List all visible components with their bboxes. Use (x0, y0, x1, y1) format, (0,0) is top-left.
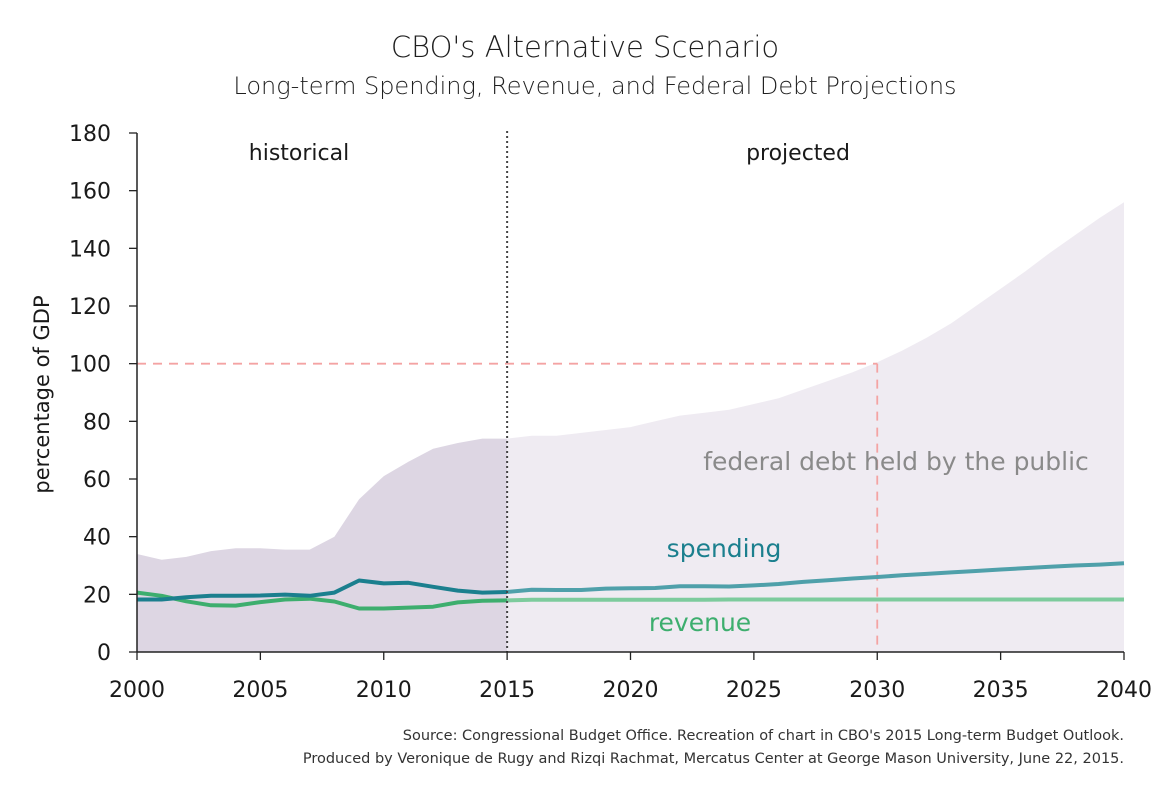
y-tick-label: 100 (69, 353, 111, 378)
source-note: Source: Congressional Budget Office. Rec… (402, 728, 1124, 744)
debt-area-historical (137, 438, 508, 652)
chart-subtitle: Long-term Spending, Revenue, and Federal… (233, 72, 957, 100)
revenue-line-projected (507, 597, 1124, 603)
y-tick-label: 80 (83, 410, 111, 435)
y-tick-label: 60 (83, 468, 111, 493)
spending-line-historical (137, 578, 508, 602)
x-tick-label: 2040 (1096, 678, 1152, 703)
y-tick-label: 20 (83, 583, 111, 608)
spending-series-label: spending (667, 534, 782, 563)
x-tick-label: 2030 (849, 678, 905, 703)
x-tick-label: 2010 (356, 678, 412, 703)
region-label-projected: projected (746, 141, 850, 166)
x-tick-label: 2035 (973, 678, 1029, 703)
spending-line-projected (506, 561, 1125, 594)
y-tick-label: 40 (83, 526, 111, 551)
y-tick-label: 160 (69, 180, 111, 205)
x-tick-label: 2025 (726, 678, 782, 703)
credit-note: Produced by Veronique de Rugy and Rizqi … (302, 751, 1124, 767)
y-tick-label: 0 (97, 641, 111, 666)
chart-title: CBO's Alternative Scenario (390, 30, 780, 64)
revenue-series-label: revenue (649, 608, 751, 637)
debt-series-label: federal debt held by the public (703, 447, 1089, 476)
y-tick-label: 120 (69, 295, 111, 320)
x-tick-label: 2020 (603, 678, 659, 703)
x-tick-label: 2005 (232, 678, 288, 703)
y-tick-label: 180 (69, 122, 111, 147)
y-axis-label: percentage of GDP (30, 295, 54, 493)
revenue-line-historical (136, 590, 508, 611)
y-tick-label: 140 (69, 237, 111, 262)
x-tick-label: 2015 (479, 678, 535, 703)
region-label-historical: historical (249, 141, 349, 166)
x-tick-label: 2000 (109, 678, 165, 703)
debt-area-projected (507, 202, 1125, 652)
